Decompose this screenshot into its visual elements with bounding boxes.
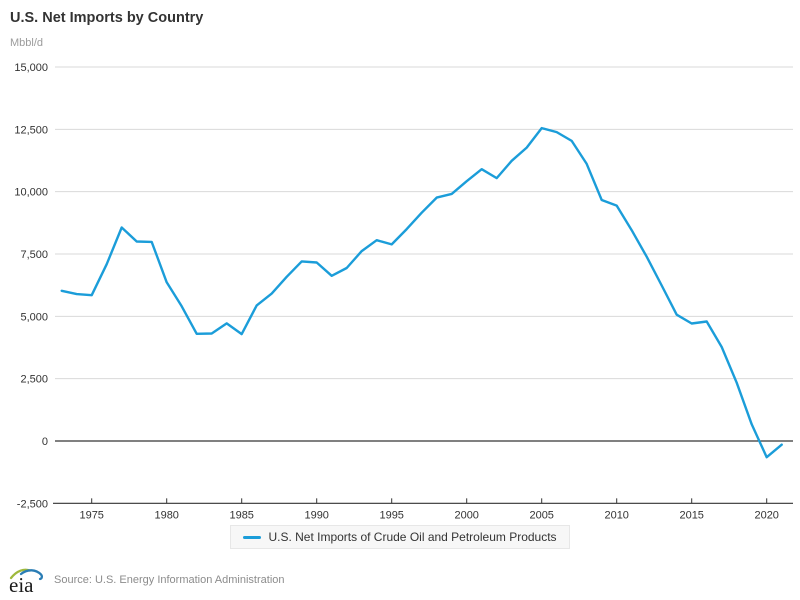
svg-text:5,000: 5,000: [20, 311, 48, 323]
legend-item-label: U.S. Net Imports of Crude Oil and Petrol…: [268, 530, 557, 544]
svg-text:2005: 2005: [529, 509, 553, 521]
svg-text:10,000: 10,000: [14, 187, 48, 199]
chart-svg: 15,000 12,500 10,000 7,500 5,000 2,500 0 -2,500…: [14, 62, 793, 521]
source-attribution: Source: U.S. Energy Information Administ…: [54, 574, 285, 586]
svg-text:1995: 1995: [379, 509, 403, 521]
svg-text:12,500: 12,500: [14, 124, 48, 136]
svg-text:1975: 1975: [79, 509, 103, 521]
legend-line-swatch-icon: [243, 535, 262, 539]
svg-text:1980: 1980: [154, 509, 178, 521]
page-title: U.S. Net Imports by Country: [10, 10, 204, 26]
svg-text:2000: 2000: [454, 509, 478, 521]
y-axis-unit-label: Mbbl/d: [10, 37, 44, 49]
svg-text:2010: 2010: [604, 509, 628, 521]
svg-text:2,500: 2,500: [20, 374, 48, 386]
svg-text:2020: 2020: [754, 509, 778, 521]
logo-text: eia: [9, 573, 34, 595]
logo-swoosh-blue: [19, 569, 44, 581]
legend: U.S. Net Imports of Crude Oil and Petrol…: [0, 525, 800, 549]
eia-logo: eia: [9, 568, 44, 595]
svg-text:7,500: 7,500: [20, 249, 48, 261]
svg-text:-2,500: -2,500: [17, 498, 48, 510]
svg-text:2015: 2015: [679, 509, 703, 521]
svg-text:15,000: 15,000: [14, 62, 48, 74]
legend-item[interactable]: U.S. Net Imports of Crude Oil and Petrol…: [230, 525, 570, 549]
svg-text:1985: 1985: [229, 509, 253, 521]
svg-text:1990: 1990: [304, 509, 328, 521]
footer: eia Source: U.S. Energy Information Admi…: [8, 564, 285, 596]
svg-text:0: 0: [42, 436, 48, 448]
